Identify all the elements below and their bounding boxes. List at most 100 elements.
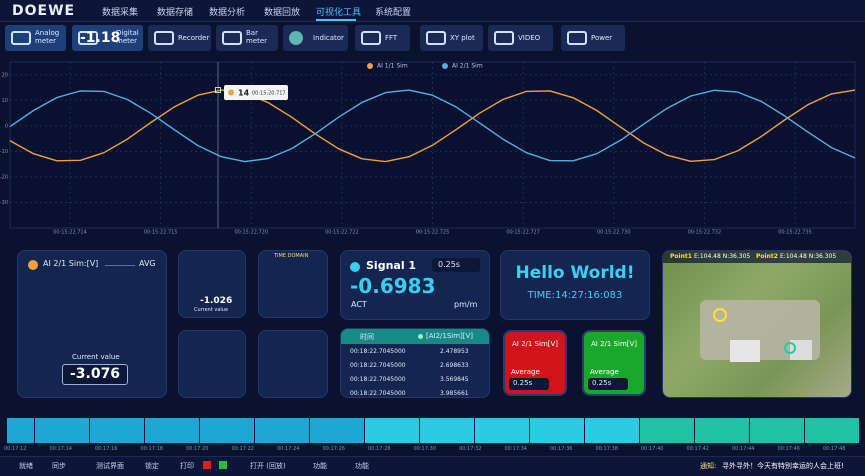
toolbar-button[interactable] (5, 25, 66, 51)
status-item[interactable]: 功能 (313, 462, 327, 470)
panel (178, 330, 246, 398)
interval-select[interactable]: 0.25s (509, 378, 549, 390)
toolbar-label: Analog meter (35, 29, 60, 45)
x-tick-label: 00:15:22.715 (144, 230, 178, 236)
gauge-value: -3.076 (69, 366, 121, 382)
nav-item[interactable]: 数据存储 (157, 8, 194, 18)
gauge-value-box (62, 364, 128, 385)
toolbar-icon (11, 31, 31, 45)
timeline-label: 00:17:14 (49, 446, 72, 452)
timeline-cell (364, 418, 392, 443)
map-point-name: Point1 (670, 253, 692, 260)
timeline-label: 00:17:48 (823, 446, 846, 452)
timeline-label: 00:17:32 (459, 446, 482, 452)
toolbar-button[interactable] (72, 25, 143, 51)
toolbar-label: Digital meter (116, 29, 139, 45)
timeline-cell (62, 418, 89, 443)
nav-item[interactable]: 数据分析 (209, 8, 246, 18)
x-tick-label: 00:15:22.727 (506, 230, 540, 236)
y-tick-label: -30 (0, 200, 8, 206)
status-item[interactable]: 测试界面 (96, 462, 124, 470)
map-label-bar (663, 251, 851, 263)
map-marker (713, 308, 727, 322)
signal-dot (350, 262, 360, 272)
x-tick-label: 00:15:22.735 (778, 230, 812, 236)
map-marker (784, 342, 796, 354)
toolbar-button[interactable] (420, 25, 483, 51)
timeline-label: 00:17:34 (504, 446, 527, 452)
timeline-cell (34, 418, 62, 443)
timeline-cell (7, 418, 34, 443)
panel-title: AI 2/1 Sim[V] (590, 340, 638, 348)
toolbar-label: Indicator (313, 34, 344, 42)
line-series (9, 89, 856, 163)
table-cell: 2.478953 (440, 348, 469, 355)
status-item[interactable]: 功能 (355, 462, 369, 470)
interval-select[interactable]: 0.25s (432, 258, 480, 272)
nav-item[interactable]: 数据回放 (264, 8, 301, 18)
toolbar-button[interactable] (355, 25, 410, 51)
timeline-label: 00:17:42 (686, 446, 709, 452)
timeline-cell (584, 418, 612, 443)
play-button[interactable] (219, 461, 227, 469)
timeline-label: 00:17:12 (4, 446, 27, 452)
timeline-cell (777, 418, 804, 443)
timeline-label: 00:17:24 (277, 446, 300, 452)
legend-marker (442, 63, 448, 69)
table-header-dot (418, 334, 423, 339)
tooltip-value: 14 (238, 89, 250, 98)
timeline-cell (419, 418, 447, 443)
notice-label: 通知: (700, 462, 717, 470)
timeline-cell (117, 418, 144, 443)
panel-label: Average (511, 368, 540, 376)
table-cell: 00:18:22.7045000 (350, 376, 406, 383)
toolbar-button[interactable] (488, 25, 553, 51)
timeline-cell (447, 418, 474, 443)
timeline-label: 00:17:16 (95, 446, 118, 452)
toolbar-button[interactable] (148, 25, 211, 51)
status-item: 同步 (52, 462, 66, 470)
panel (178, 250, 246, 318)
y-tick-label: 20 (2, 72, 8, 78)
table-cell: 3.985661 (440, 390, 469, 397)
gauge-title: AI 2/1 Sim:[V] (43, 259, 99, 268)
status-item[interactable]: 打印 (180, 462, 194, 470)
timeline-cell (502, 418, 529, 443)
nav-item[interactable]: 可视化工具 (316, 8, 362, 18)
timeline-cell (749, 418, 777, 443)
toolbar-button[interactable] (561, 25, 625, 51)
tooltip-mark (215, 87, 221, 93)
timeline-label: 00:17:36 (550, 446, 573, 452)
status-item[interactable]: 打开 (回放) (250, 462, 286, 470)
toolbar-label: Recorder (178, 34, 210, 42)
timeline-label: 00:17:44 (732, 446, 755, 452)
toolbar-label: Power (591, 34, 613, 42)
panel-title: AI 2/1 Sim[V] (511, 340, 559, 348)
map-building (730, 340, 760, 362)
timeline-cell (144, 418, 172, 443)
timeline-cell (172, 418, 199, 443)
interval-select[interactable]: 0.25s (588, 378, 628, 390)
nav-item[interactable]: 数据采集 (102, 8, 139, 18)
toolbar-button[interactable] (216, 25, 278, 51)
timeline-label: 00:17:46 (777, 446, 800, 452)
table-header-cell: [AI2/1Sim][V] (426, 332, 474, 340)
gauge-mode: AVG (139, 259, 156, 268)
nav-item[interactable]: 系统配置 (375, 8, 412, 18)
toolbar-icon (426, 31, 446, 45)
signal-label: ACT (351, 300, 367, 309)
x-tick-label: 00:15:22.730 (597, 230, 631, 236)
stop-button[interactable] (203, 461, 211, 469)
toolbar-icon (567, 31, 587, 45)
timeline-cell (557, 418, 584, 443)
legend-label: AI 1/1 Sim (377, 63, 408, 70)
status-item[interactable]: 锁定 (145, 462, 159, 470)
panel (258, 330, 328, 398)
signal-unit: pm/m (454, 300, 478, 309)
timeline-cell (694, 418, 722, 443)
timeline-cell (309, 418, 337, 443)
timeline-cell (337, 418, 364, 443)
x-tick-label: 00:15:22.720 (234, 230, 268, 236)
